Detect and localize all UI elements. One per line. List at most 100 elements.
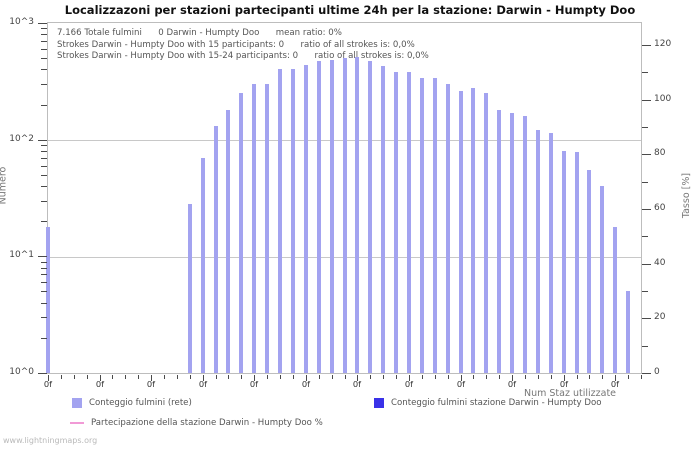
x-axis-minor-tick xyxy=(628,375,629,379)
bar xyxy=(510,112,515,373)
bar xyxy=(213,126,218,373)
x-axis-minor-tick xyxy=(87,375,88,379)
y2-axis-minor-tick xyxy=(642,291,648,292)
x-axis-major-tick xyxy=(615,375,616,381)
bar xyxy=(368,61,373,373)
page-title: Localizzazoni per stazioni partecipanti … xyxy=(64,3,636,17)
y-axis-minor-tick xyxy=(41,201,47,202)
y-axis-minor-tick xyxy=(41,145,47,146)
x-axis-title: Num Staz utilizzate xyxy=(524,388,617,399)
bar xyxy=(574,152,579,373)
y2-axis-major-tick xyxy=(642,100,651,101)
y-axis-minor-tick xyxy=(41,158,47,159)
bar xyxy=(419,77,424,373)
x-axis-minor-tick xyxy=(267,375,268,379)
y-axis-major-tick xyxy=(38,23,47,24)
x-axis-tick-label: 0f xyxy=(249,379,259,389)
x-axis-minor-tick xyxy=(177,375,178,379)
legend-swatch-net xyxy=(72,398,82,408)
y-axis-minor-tick xyxy=(41,28,47,29)
chart-legend: Conteggio fulmini (rete) Conteggio fulmi… xyxy=(0,394,700,434)
bar xyxy=(626,291,631,373)
x-axis-minor-tick xyxy=(332,375,333,379)
y2-axis-minor-tick xyxy=(642,236,648,237)
y2-axis-tick-label: 60 xyxy=(654,203,666,213)
y-axis-minor-tick xyxy=(41,34,47,35)
y-axis-minor-tick xyxy=(41,49,47,50)
x-axis-minor-tick xyxy=(551,375,552,379)
x-axis-minor-tick xyxy=(319,375,320,379)
legend-swatch-station xyxy=(374,398,384,408)
x-axis-tick-label: 0f xyxy=(507,379,517,389)
x-axis-minor-tick xyxy=(228,375,229,379)
y-axis-tick-label: 10^1 xyxy=(9,250,34,260)
legend-item-net[interactable]: Conteggio fulmini (rete) xyxy=(72,398,192,408)
bar xyxy=(290,69,295,373)
y-axis-minor-tick xyxy=(41,317,47,318)
y2-axis-minor-tick xyxy=(642,127,648,128)
x-axis-major-tick xyxy=(512,375,513,381)
y-axis-minor-tick xyxy=(41,166,47,167)
y2-axis-major-tick xyxy=(642,209,651,210)
bar xyxy=(252,84,257,373)
legend-label-net: Conteggio fulmini (rete) xyxy=(89,398,192,408)
bar xyxy=(278,69,283,373)
x-axis-minor-tick xyxy=(577,375,578,379)
legend-swatch-participation xyxy=(70,422,84,424)
legend-label-participation: Partecipazione della stazione Darwin - H… xyxy=(91,418,323,428)
bar xyxy=(561,150,566,373)
x-axis-tick-label: 0f xyxy=(95,379,105,389)
bar xyxy=(522,115,527,373)
x-axis-minor-tick xyxy=(138,375,139,379)
x-axis-minor-tick xyxy=(473,375,474,379)
x-axis-minor-tick xyxy=(383,375,384,379)
y-axis-minor-tick xyxy=(41,282,47,283)
y-axis-minor-tick xyxy=(41,69,47,70)
y2-axis-tick-label: 120 xyxy=(654,39,672,49)
bar xyxy=(239,93,244,373)
y-axis-minor-tick xyxy=(41,84,47,85)
y-axis-major-tick xyxy=(38,140,47,141)
x-axis-major-tick xyxy=(306,375,307,381)
bar xyxy=(265,84,270,373)
x-axis-tick-label: 0f xyxy=(301,379,311,389)
x-axis-minor-tick xyxy=(280,375,281,379)
y-axis-tick-label: 10^3 xyxy=(9,17,34,27)
x-axis-minor-tick xyxy=(293,375,294,379)
bar xyxy=(381,65,386,373)
y2-axis-tick-label: 100 xyxy=(654,94,672,104)
x-axis-tick-label: 0f xyxy=(198,379,208,389)
x-axis-minor-tick xyxy=(422,375,423,379)
legend-item-station[interactable]: Conteggio fulmini stazione Darwin - Hump… xyxy=(374,398,601,408)
y2-axis-major-tick xyxy=(642,318,651,319)
x-axis-major-tick xyxy=(48,375,49,381)
annotation-line-1: 7.166 Totale fulmini 0 Darwin - Humpty D… xyxy=(57,28,342,38)
bar xyxy=(187,204,192,373)
x-axis-minor-tick xyxy=(345,375,346,379)
y2-axis-tick-label: 80 xyxy=(654,148,666,158)
x-axis-minor-tick xyxy=(112,375,113,379)
bar xyxy=(600,186,605,373)
y-axis-minor-tick xyxy=(41,262,47,263)
y-axis-minor-tick xyxy=(41,303,47,304)
bar xyxy=(471,87,476,373)
y-axis-minor-tick xyxy=(41,338,47,339)
x-axis-minor-tick xyxy=(499,375,500,379)
y-axis-minor-tick xyxy=(41,105,47,106)
x-axis-minor-tick xyxy=(641,375,642,379)
x-axis-minor-tick xyxy=(396,375,397,379)
x-axis-minor-tick xyxy=(190,375,191,379)
y2-axis-minor-tick xyxy=(642,72,648,73)
x-axis-tick-label: 0f xyxy=(456,379,466,389)
legend-item-participation[interactable]: Partecipazione della stazione Darwin - H… xyxy=(70,418,323,428)
bar xyxy=(342,58,347,373)
bar xyxy=(355,57,360,373)
y-axis-minor-tick xyxy=(41,274,47,275)
annotation-block: 7.166 Totale fulmini 0 Darwin - Humpty D… xyxy=(57,28,617,63)
x-axis-minor-tick xyxy=(435,375,436,379)
y2-axis-major-tick xyxy=(642,373,651,374)
y-axis-minor-tick xyxy=(41,291,47,292)
y-axis-minor-tick xyxy=(41,186,47,187)
bar xyxy=(613,226,618,373)
y-axis-tick-label: 10^2 xyxy=(9,134,34,144)
